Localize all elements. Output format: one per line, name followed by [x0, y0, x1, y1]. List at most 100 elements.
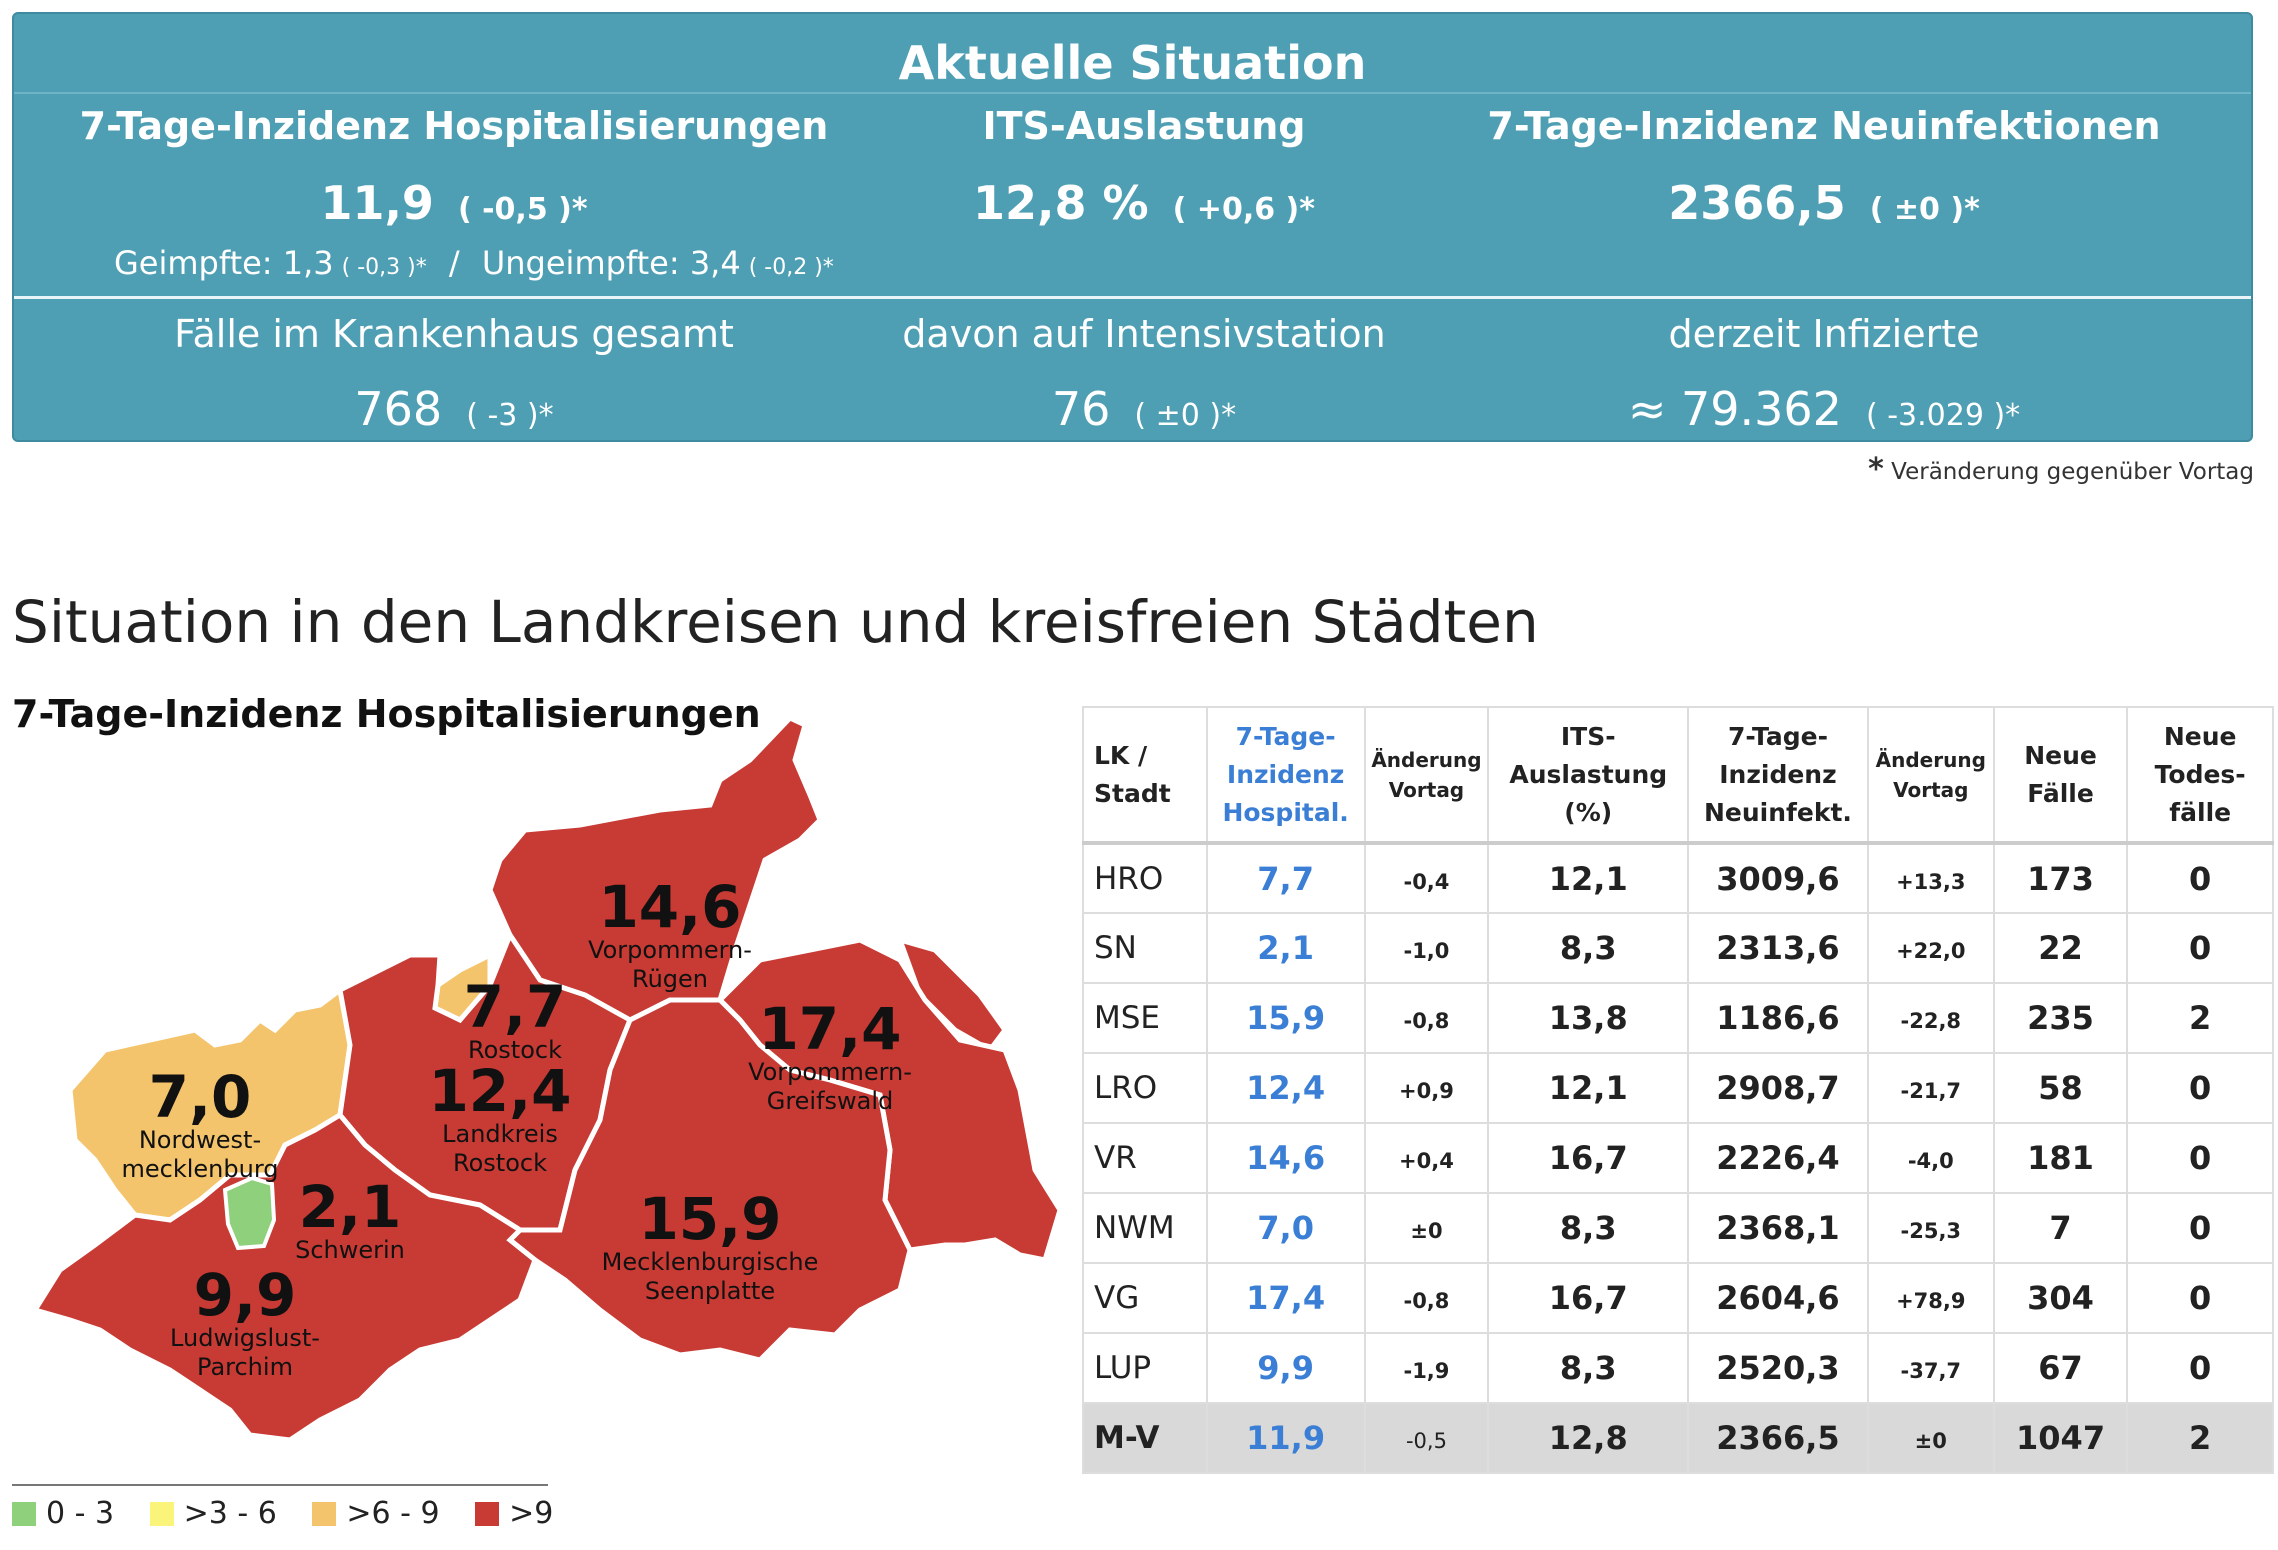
cell-its: 16,7 [1487, 1262, 1690, 1334]
hosp-incidence-change: ( -0,5 )* [457, 192, 588, 227]
cell-tod: 0 [2126, 842, 2274, 914]
hospital-cases-change: ( -3 )* [466, 398, 554, 433]
cell-hosp: 9,9 [1205, 1332, 1366, 1404]
cell-hosp-chg: ±0 [1363, 1192, 1490, 1264]
cell-neu-chg: +78,9 [1866, 1262, 1995, 1334]
cell-hosp-chg: +0,4 [1363, 1122, 1490, 1194]
cell-hosp-chg: -0,5 [1363, 1402, 1490, 1474]
cell-neu: 2908,7 [1687, 1052, 1869, 1124]
cell-hosp-chg: -0,8 [1363, 982, 1490, 1054]
cell-hosp: 12,4 [1205, 1052, 1366, 1124]
region-lup[interactable] [31, 1111, 538, 1443]
hospital-cases-label: Fälle im Krankenhaus gesamt [174, 312, 734, 356]
cell-neu: 2313,6 [1687, 912, 1869, 984]
panel-title-divider [14, 92, 2251, 94]
label-vg: 17,4 Vorpommern- Greifswald [748, 995, 912, 1115]
cell-neu: 2520,3 [1687, 1332, 1869, 1404]
cell-tod: 0 [2126, 1332, 2274, 1404]
cell-its: 8,3 [1487, 1192, 1690, 1264]
unvaccinated-change: ( -0,2 )* [748, 255, 834, 280]
table-row: HRO 7,7 -0,4 12,1 3009,6 +13,3 173 0 [1082, 842, 2274, 914]
its-label: ITS-Auslastung [982, 104, 1306, 148]
legend-swatch [312, 1502, 337, 1526]
its-block: ITS-Auslastung 12,8 % ( +0,6 )* [824, 104, 1464, 230]
cell-hosp: 7,0 [1205, 1192, 1366, 1264]
cell-its: 8,3 [1487, 1332, 1690, 1404]
current-situation-panel: Aktuelle Situation 7-Tage-Inzidenz Hospi… [12, 12, 2253, 442]
cell-lk: LUP [1082, 1332, 1208, 1404]
cell-hosp: 11,9 [1205, 1402, 1366, 1474]
cell-its: 12,1 [1487, 1052, 1690, 1124]
cell-hosp: 17,4 [1205, 1262, 1366, 1334]
cell-its: 8,3 [1487, 912, 1690, 984]
cell-hosp-chg: -0,4 [1363, 842, 1490, 914]
header-tod[interactable]: Neue Todes-fälle [2126, 706, 2274, 845]
footnote: * Veränderung gegenüber Vortag [1868, 452, 2254, 487]
hospital-cases-value: 768 [354, 382, 443, 436]
intensive-care-value: 76 [1051, 382, 1111, 436]
panel-divider [14, 296, 2251, 299]
label-lro: 12,4 Landkreis Rostock [428, 1057, 572, 1177]
cell-lk: LRO [1082, 1052, 1208, 1124]
legend-item-6-9: >6 - 9 [312, 1496, 440, 1531]
vaccination-breakdown: Geimpfte: 1,3 ( -0,3 )* / Ungeimpfte: 3,4… [114, 244, 834, 282]
infected-value: ≈ 79.362 [1627, 382, 1842, 436]
cell-hosp-chg: -1,0 [1363, 912, 1490, 984]
cell-neu-chg: +13,3 [1866, 842, 1995, 914]
cell-tod: 0 [2126, 1192, 2274, 1264]
cell-tod: 0 [2126, 912, 2274, 984]
new-infections-value: 2366,5 [1668, 176, 1846, 230]
infected-change: ( -3.029 )* [1865, 398, 2021, 433]
cell-hosp: 14,6 [1205, 1122, 1366, 1194]
cell-lk: MSE [1082, 982, 1208, 1054]
vaccinated-change: ( -0,3 )* [341, 255, 427, 280]
cell-lk: NWM [1082, 1192, 1208, 1264]
header-hosp-change[interactable]: Änderung Vortag [1363, 706, 1490, 845]
table-row: VR 14,6 +0,4 16,7 2226,4 -4,0 181 0 [1082, 1122, 2274, 1194]
cell-lk: M-V [1082, 1402, 1208, 1474]
cell-neu: 2366,5 [1687, 1402, 1869, 1474]
label-lup: 9,9 Ludwigslust- Parchim [170, 1261, 320, 1381]
cell-hosp-chg: +0,9 [1363, 1052, 1490, 1124]
region-mse[interactable] [506, 997, 913, 1363]
cell-its: 13,8 [1487, 982, 1690, 1054]
table-row: LRO 12,4 +0,9 12,1 2908,7 -21,7 58 0 [1082, 1052, 2274, 1124]
cell-its: 12,1 [1487, 842, 1690, 914]
infected-block: derzeit Infizierte ≈ 79.362 ( -3.029 )* [1434, 312, 2214, 436]
table-total-row: M-V 11,9 -0,5 12,8 2366,5 ±0 1047 2 [1082, 1402, 2274, 1474]
header-neu[interactable]: 7-Tage- Inzidenz Neuinfekt. [1687, 706, 1869, 845]
panel-title: Aktuelle Situation [898, 36, 1367, 90]
table-row: VG 17,4 -0,8 16,7 2604,6 +78,9 304 0 [1082, 1262, 2274, 1334]
table-body: HRO 7,7 -0,4 12,1 3009,6 +13,3 173 0 SN 2,1 -1,0 8,… [1082, 842, 2274, 1474]
hosp-incidence-block: 7-Tage-Inzidenz Hospitalisierungen 11,9 (… [14, 104, 894, 230]
new-infections-block: 7-Tage-Inzidenz Neuinfektionen 2366,5 ( ±… [1434, 104, 2214, 230]
cell-faelle: 7 [1992, 1192, 2129, 1264]
cell-tod: 0 [2126, 1262, 2274, 1334]
footnote-star: * [1868, 452, 1884, 487]
cell-neu: 2368,1 [1687, 1192, 1869, 1264]
cell-neu-chg: -25,3 [1866, 1192, 1995, 1264]
legend-swatch [12, 1502, 36, 1526]
intensive-care-block: davon auf Intensivstation 76 ( ±0 )* [824, 312, 1464, 436]
header-neu-change[interactable]: Änderung Vortag [1866, 706, 1995, 845]
table-row: SN 2,1 -1,0 8,3 2313,6 +22,0 22 0 [1082, 912, 2274, 984]
cell-lk: VR [1082, 1122, 1208, 1194]
hosp-incidence-value: 11,9 [320, 176, 434, 230]
cell-faelle: 235 [1992, 982, 2129, 1054]
legend-item-3-6: >3 - 6 [149, 1496, 277, 1531]
legend-item-9: >9 [475, 1496, 553, 1531]
legend-item-0-3: 0 - 3 [12, 1496, 114, 1531]
district-map: 14,6 Vorpommern- Rügen 7,7 Rostock 17,4 … [20, 700, 1063, 1460]
cell-faelle: 67 [1992, 1332, 2129, 1404]
header-lk[interactable]: LK / Stadt [1082, 706, 1208, 845]
district-table: LK / Stadt 7-Tage- Inzidenz Hospital. Änder… [1082, 706, 2274, 1474]
header-faelle[interactable]: Neue Fälle [1992, 706, 2129, 845]
new-infections-label: 7-Tage-Inzidenz Neuinfektionen [1487, 104, 2161, 148]
cell-faelle: 58 [1992, 1052, 2129, 1124]
cell-neu-chg: -4,0 [1866, 1122, 1995, 1194]
header-hosp[interactable]: 7-Tage- Inzidenz Hospital. [1205, 706, 1366, 845]
cell-neu: 2604,6 [1687, 1262, 1869, 1334]
cell-hosp: 2,1 [1205, 912, 1366, 984]
header-its[interactable]: ITS- Auslastung (%) [1487, 706, 1690, 845]
its-change: ( +0,6 )* [1172, 192, 1315, 227]
